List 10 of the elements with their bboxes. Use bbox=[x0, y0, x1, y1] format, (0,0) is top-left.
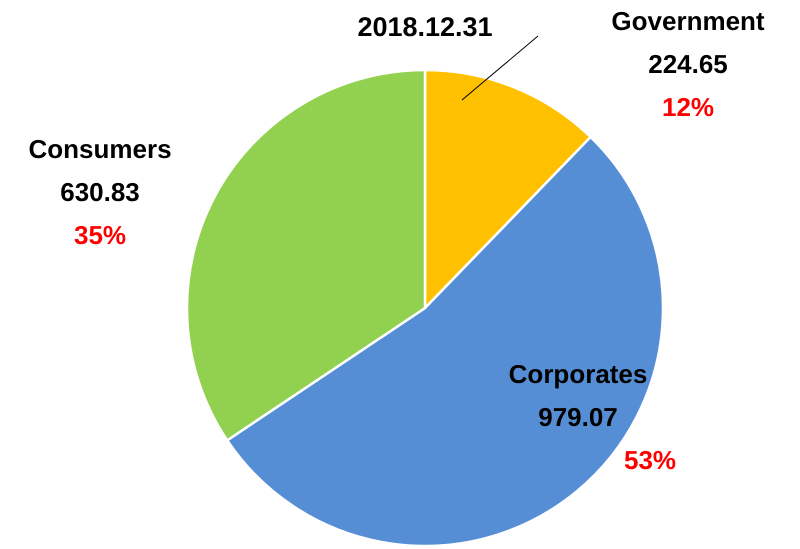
slice-label: Consumers bbox=[28, 134, 172, 164]
slice-label: Government bbox=[611, 6, 765, 36]
text: 12% bbox=[662, 92, 714, 122]
slice-label: Corporates bbox=[508, 359, 648, 389]
data-label: 630.83 bbox=[60, 177, 140, 207]
data-label: 979.07 bbox=[538, 402, 618, 432]
data-label: 224.65 bbox=[648, 49, 728, 79]
text: 35% bbox=[74, 220, 126, 250]
chart-title: 2018.12.31 bbox=[357, 12, 493, 42]
text: 53% bbox=[624, 445, 676, 475]
